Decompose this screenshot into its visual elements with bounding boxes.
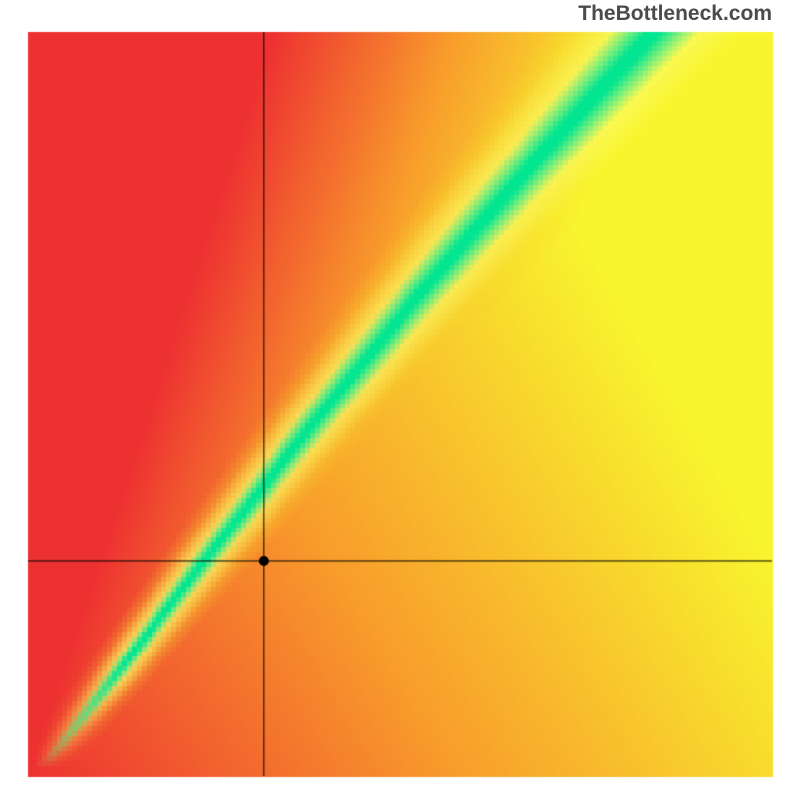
watermark-text: TheBottleneck.com	[578, 2, 772, 26]
heatmap-canvas	[0, 0, 800, 800]
chart-container: TheBottleneck.com	[0, 0, 800, 800]
